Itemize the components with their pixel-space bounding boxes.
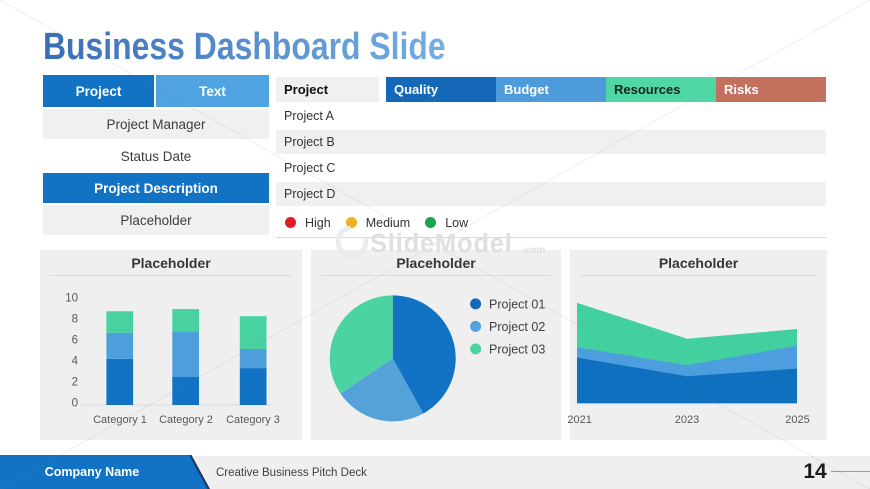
svg-text:2025: 2025 xyxy=(785,414,809,426)
svg-text:Category 3: Category 3 xyxy=(226,414,280,426)
svg-text:SlideModel: SlideModel xyxy=(370,230,513,258)
svg-text:8: 8 xyxy=(72,314,78,326)
svg-text:4: 4 xyxy=(72,356,79,368)
svg-text:2023: 2023 xyxy=(675,414,699,426)
svg-text:Category 2: Category 2 xyxy=(159,414,213,426)
svg-text:2: 2 xyxy=(72,377,78,389)
svg-text:.com: .com xyxy=(522,245,545,256)
svg-text:10: 10 xyxy=(65,293,78,305)
svg-text:Project 03: Project 03 xyxy=(489,342,545,356)
svg-text:2021: 2021 xyxy=(567,414,591,426)
svg-text:Project 02: Project 02 xyxy=(489,320,545,334)
svg-text:0: 0 xyxy=(72,398,78,410)
svg-text:Project 01: Project 01 xyxy=(489,297,545,311)
svg-text:Category 1: Category 1 xyxy=(93,414,147,426)
svg-text:6: 6 xyxy=(72,335,78,347)
